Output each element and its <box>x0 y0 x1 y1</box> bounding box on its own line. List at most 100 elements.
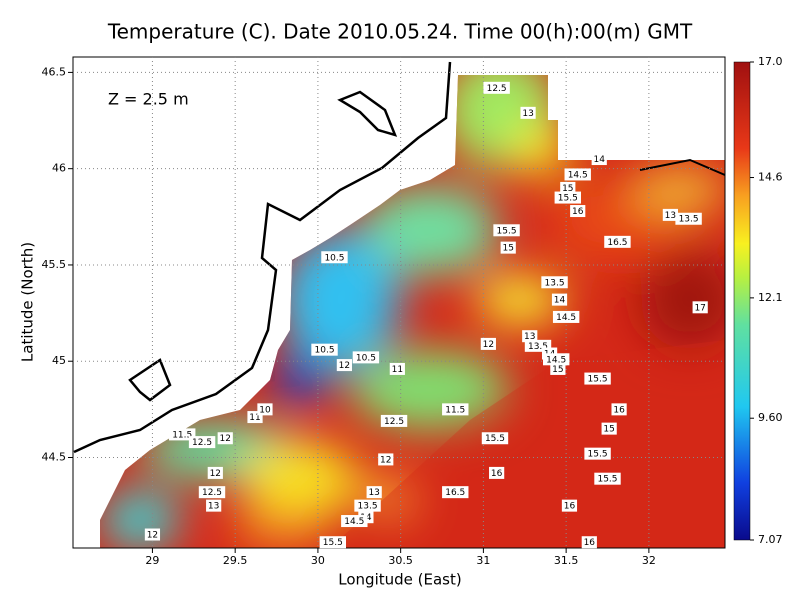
contour-label: 12.5 <box>487 84 507 94</box>
contour-label: 15.5 <box>597 475 617 485</box>
y-tick-label: 46 <box>52 162 66 175</box>
y-tick-label: 45 <box>52 354 66 367</box>
contour-label-box <box>543 353 570 366</box>
contour-label: 13 <box>368 488 379 498</box>
contour-label: 15 <box>552 365 563 375</box>
contour-label: 15.5 <box>497 226 517 236</box>
coastline <box>639 158 726 176</box>
contour-label-box <box>321 251 348 264</box>
contour-label-box <box>257 403 273 416</box>
contour-label-box <box>481 432 509 445</box>
contour-label-box <box>591 153 607 166</box>
contour-label-box <box>483 81 510 94</box>
contour-label: 12 <box>339 361 350 371</box>
contour-label: 16 <box>584 538 596 548</box>
y-tick-label: 44.5 <box>42 451 67 464</box>
contour-label-box <box>550 362 566 375</box>
contour-label: 15 <box>562 184 573 194</box>
contour-label: 13 <box>524 332 535 342</box>
contour-label: 12 <box>210 469 221 479</box>
contour-label: 13.5 <box>545 278 565 288</box>
contour-label-box <box>581 536 597 549</box>
contour-label-box <box>604 235 631 248</box>
contour-label: 14.5 <box>344 517 364 527</box>
contour-label-box <box>500 241 516 254</box>
contour-label: 11.5 <box>445 405 465 415</box>
contour-label: 16 <box>564 502 576 512</box>
contour-label: 16 <box>572 207 584 217</box>
contour-label: 15 <box>502 244 513 254</box>
contour-label-box <box>341 515 368 528</box>
x-tick-label: 29.5 <box>223 554 248 567</box>
contour-label: 10.5 <box>315 346 335 356</box>
contour-label-box <box>169 428 196 441</box>
x-tick-label: 30 <box>311 554 325 567</box>
contour-label: 15.5 <box>485 434 505 444</box>
x-tick-label: 31 <box>476 554 490 567</box>
y-tick-label: 45.5 <box>42 258 67 271</box>
contour-label-box <box>522 330 538 343</box>
contour-label: 15.5 <box>558 194 578 204</box>
contour-label: 13.5 <box>528 342 548 352</box>
y-axis-label: Latitude (North) <box>19 242 37 362</box>
contour-label: 16.5 <box>607 238 627 248</box>
contour-label: 12.5 <box>384 417 404 427</box>
contour-label-box <box>366 486 382 499</box>
contour-label-box <box>352 351 380 364</box>
contour-label-box <box>675 212 702 225</box>
contour-label-box <box>442 486 469 499</box>
contour-label: 10.5 <box>324 253 344 263</box>
contour-label-box <box>217 432 233 445</box>
colorbar <box>733 61 751 541</box>
colorbar-tick-label: 7.07 <box>758 533 783 546</box>
contour-label-box <box>520 106 536 119</box>
contour-label: 12 <box>147 531 158 541</box>
contour-label: 10.5 <box>356 353 376 363</box>
contour-label-box <box>662 208 678 221</box>
contour-label: 14 <box>554 296 566 306</box>
contour-label: 13 <box>665 211 676 221</box>
contour-label: 13.5 <box>358 502 378 512</box>
y-tick-label: 46.5 <box>42 65 67 78</box>
contour-label: 14.5 <box>568 170 588 180</box>
coastline <box>337 90 398 137</box>
contour-label: 14.5 <box>546 355 566 365</box>
plot-frame <box>72 56 726 549</box>
contour-label-box <box>480 337 496 350</box>
contour-label: 16 <box>613 405 625 415</box>
contour-label-box <box>611 403 627 416</box>
x-tick-label: 29 <box>145 554 159 567</box>
contour-label-box <box>442 403 469 416</box>
coastline <box>73 61 452 454</box>
x-tick-label: 32 <box>642 554 656 567</box>
contour-label: 15 <box>603 425 614 435</box>
contour-label-box <box>541 276 568 289</box>
contour-label-box <box>594 472 621 485</box>
contour-label: 12 <box>380 455 391 465</box>
contour-label: 14.5 <box>556 313 576 323</box>
coastline <box>128 358 172 402</box>
contour-label: 15.5 <box>323 538 343 548</box>
contour-label: 13 <box>208 502 219 512</box>
contour-label-box <box>319 536 347 549</box>
contour-label-box <box>552 310 580 323</box>
contour-label-box <box>493 224 520 237</box>
contour-label: 11 <box>249 413 260 423</box>
contour-label-box <box>489 466 505 479</box>
contour-label-box <box>198 486 226 499</box>
contour-label: 15.5 <box>588 450 608 460</box>
contour-label: 12.5 <box>192 438 212 448</box>
contour-label: 11 <box>392 365 403 375</box>
contour-label-box <box>206 499 222 512</box>
contour-label: 15.5 <box>588 375 608 385</box>
contour-label: 10 <box>259 405 271 415</box>
contour-label-box <box>564 168 591 181</box>
contour-label: 12.5 <box>202 488 222 498</box>
contour-label-box <box>570 205 586 218</box>
contour-label-box <box>336 359 352 372</box>
contour-label: 12 <box>220 434 231 444</box>
colorbar-tick-label: 12.1 <box>758 291 783 304</box>
contour-label-box <box>144 528 161 541</box>
contour-label: 16 <box>491 469 503 479</box>
